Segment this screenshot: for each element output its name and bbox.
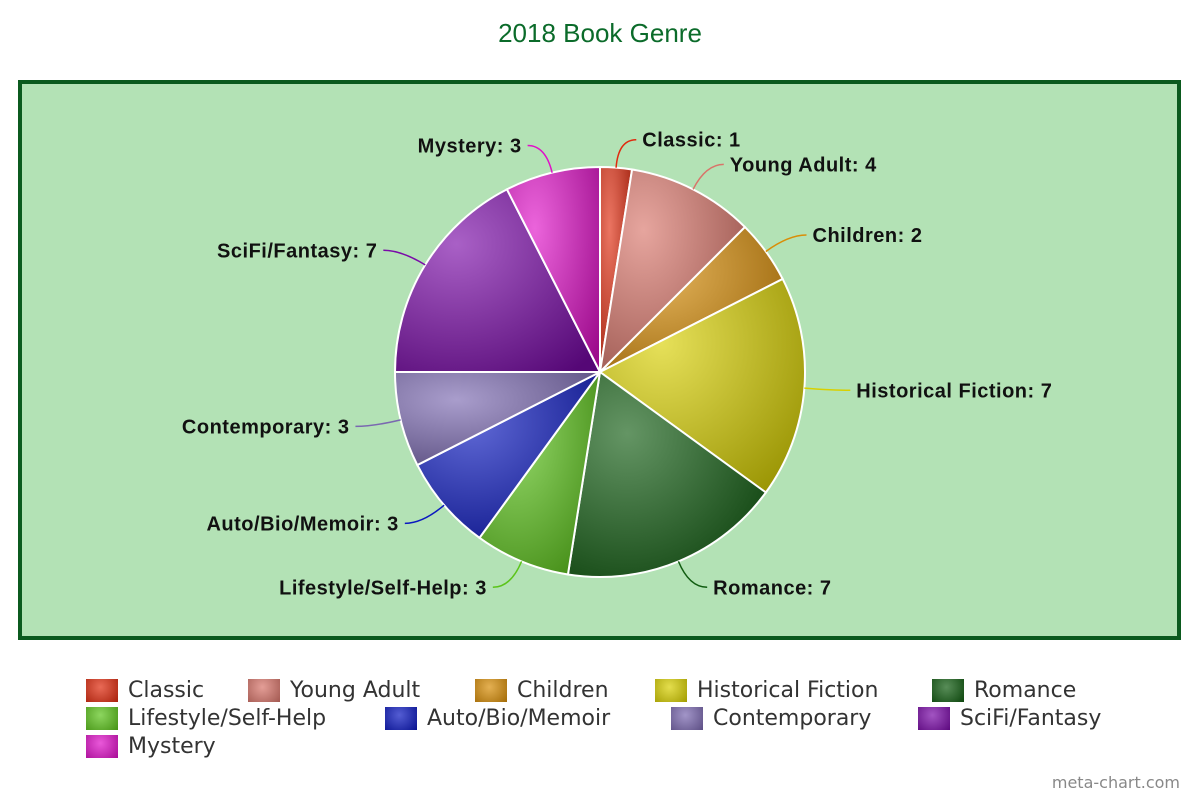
- legend-item[interactable]: Romance: [932, 678, 1076, 703]
- legend-item[interactable]: Auto/Bio/Memoir: [385, 706, 610, 731]
- legend-item[interactable]: Contemporary: [671, 706, 871, 731]
- leader-line: [383, 249, 426, 266]
- pie-slice-young-adult: [598, 168, 747, 375]
- leader-line: [492, 561, 523, 589]
- chart-title: 2018 Book Genre: [498, 18, 702, 48]
- slice-label: Romance: 7: [713, 577, 831, 599]
- legend-label: SciFi/Fantasy: [960, 706, 1102, 731]
- watermark: meta-chart.com: [1051, 773, 1180, 792]
- slice-label: SciFi/Fantasy: 7: [217, 240, 377, 262]
- pie-slice-lifestyle-self-help: [478, 371, 601, 576]
- legend-label: Children: [517, 678, 609, 703]
- pie-slice-scifi-fantasy: [393, 187, 602, 373]
- legend-swatch: [86, 735, 118, 758]
- legend-label: Romance: [974, 678, 1077, 703]
- slice-label: Children: 2: [813, 225, 923, 247]
- legend-swatch: [932, 679, 964, 702]
- pie-slice-romance: [566, 370, 768, 578]
- legend-item[interactable]: Mystery: [86, 734, 216, 759]
- legend-swatch: [385, 707, 417, 730]
- legend-label: Classic: [128, 678, 205, 703]
- slice-label: Auto/Bio/Memoir: 3: [206, 513, 398, 535]
- leader-line: [615, 138, 637, 168]
- leader-line: [677, 561, 708, 589]
- slice-label: Young Adult: 4: [730, 154, 877, 176]
- legend-item[interactable]: Young Adult: [248, 678, 420, 703]
- leader-line: [765, 234, 807, 253]
- legend-label: Mystery: [128, 734, 216, 759]
- legend-item[interactable]: Historical Fiction: [655, 678, 878, 703]
- slice-label: Classic: 1: [642, 130, 740, 152]
- pie-slice-auto-bio-memoir: [415, 371, 601, 540]
- legend-swatch: [86, 707, 118, 730]
- legend-item[interactable]: Children: [475, 678, 609, 703]
- leader-line: [692, 163, 724, 190]
- legend-label: Historical Fiction: [697, 678, 879, 703]
- legend-label: Lifestyle/Self-Help: [128, 706, 327, 731]
- legend-swatch: [475, 679, 507, 702]
- legend-swatch: [918, 707, 950, 730]
- slice-label: Contemporary: 3: [182, 416, 350, 438]
- legend-label: Young Adult: [290, 678, 421, 703]
- leader-line: [404, 504, 445, 525]
- leader-line: [527, 144, 553, 173]
- legend-swatch: [248, 679, 280, 702]
- slice-label: Lifestyle/Self-Help: 3: [279, 577, 487, 599]
- pie-slice-historical-fiction: [598, 277, 806, 494]
- legend-swatch: [655, 679, 687, 702]
- pie-slice-contemporary: [393, 371, 601, 467]
- legend-swatch: [86, 679, 118, 702]
- slice-label: Historical Fiction: 7: [856, 380, 1052, 402]
- slice-label: Mystery: 3: [418, 135, 522, 157]
- legend-item[interactable]: SciFi/Fantasy: [918, 706, 1101, 731]
- pie-slice-mystery: [505, 165, 601, 373]
- legend-label: Contemporary: [713, 706, 872, 731]
- legend-swatch: [671, 707, 703, 730]
- leader-line: [355, 419, 401, 428]
- legend-item[interactable]: Lifestyle/Self-Help: [86, 706, 326, 731]
- legend-label: Auto/Bio/Memoir: [427, 706, 611, 731]
- leader-line: [804, 387, 851, 392]
- legend-item[interactable]: Classic: [86, 678, 204, 703]
